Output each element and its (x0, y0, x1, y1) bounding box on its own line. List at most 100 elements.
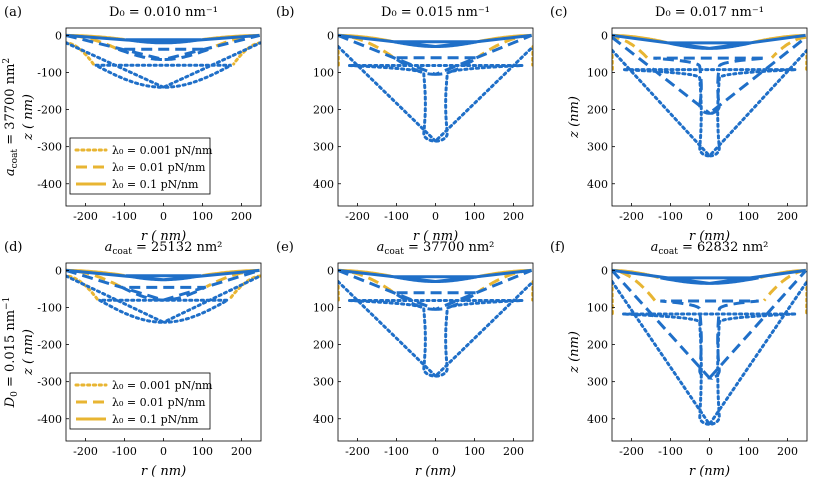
y-tick-label: 0 (327, 29, 334, 42)
x-tick-label: -200 (73, 210, 98, 223)
curve-dashed-blue (66, 268, 261, 302)
panel-d: -200 -100 0 100 200 0 -100 -200 -300 -400 r ( nm) z… (4, 240, 262, 479)
curve-dotted-blue (612, 280, 807, 426)
legend-label: λ₀ = 0.01 pN/nm (112, 396, 206, 409)
y-tick-label: 300 (587, 376, 608, 389)
curve-dotted-blue (338, 45, 533, 143)
x-tick-label: 100 (738, 445, 759, 458)
panel-c: -200 -100 0 100 200 0 100 200 300 400 r (nm) z (nm)… (550, 5, 808, 244)
x-tick-label: 100 (738, 210, 759, 223)
y-tick-label: -300 (37, 141, 62, 154)
x-tick-label: -200 (73, 445, 98, 458)
legend-label: λ₀ = 0.01 pN/nm (112, 161, 206, 174)
curve-dashed-blue (612, 269, 807, 380)
y-axis-label: z (nm) (567, 96, 582, 139)
curve-dotted-blue (612, 48, 807, 158)
curves (612, 33, 807, 158)
panels: -200 -100 0 100 200 0 -100 -200 -300 -400 r ( nm) z… (4, 5, 808, 479)
y-tick-label: 100 (587, 67, 608, 80)
axes-box (337, 27, 534, 207)
panel-title: acoat = 62832 nm² (651, 240, 769, 257)
x-tick-label: 200 (503, 210, 524, 223)
curve-dashed-blue (612, 36, 807, 115)
x-tick-label: 200 (231, 445, 252, 458)
curve-solid-blue (338, 33, 532, 48)
curve-solid-blue (612, 268, 807, 285)
x-axis-label: r ( nm) (141, 464, 186, 479)
panel-a: -200 -100 0 100 200 0 -100 -200 -300 -400 r ( nm) z… (4, 5, 262, 244)
y-axis-label: z ( nm) (21, 94, 36, 141)
legend: λ₀ = 0.001 pN/nm λ₀ = 0.01 pN/nm λ₀ = 0.1 … (69, 372, 213, 430)
curve-dotted-blue (338, 280, 533, 378)
y-tick-label: -400 (37, 178, 62, 191)
x-tick-label: 100 (192, 210, 213, 223)
x-tick-label: -100 (112, 445, 137, 458)
legend-label: λ₀ = 0.001 pN/nm (112, 379, 213, 392)
y-tick-label: 300 (313, 141, 334, 154)
y-tick-label: 100 (587, 302, 608, 315)
axes-box (611, 262, 808, 442)
x-axis-label: r ( nm) (141, 229, 186, 244)
legend-label: λ₀ = 0.1 pN/nm (112, 413, 199, 426)
panel-f: -200 -100 0 100 200 0 100 200 300 400 r (nm) z (nm)… (550, 240, 808, 479)
curve-solid-blue (338, 268, 532, 283)
y-tick-label: -100 (37, 67, 62, 80)
x-tick-label: 0 (160, 445, 167, 458)
x-axis-label: r ( nm) (413, 229, 458, 244)
y-axis-label: z ( nm) (21, 329, 36, 376)
x-tick-label: -200 (619, 210, 644, 223)
y-tick-label: 400 (587, 178, 608, 191)
curves (338, 268, 533, 378)
x-tick-label: 0 (160, 210, 167, 223)
curves (612, 268, 807, 426)
x-tick-label: -100 (112, 210, 137, 223)
y-tick-label: 200 (587, 104, 608, 117)
y-tick-label: -200 (37, 104, 62, 117)
curve-solid-blue (66, 268, 260, 282)
x-tick-label: 100 (464, 210, 485, 223)
y-tick-label: 0 (55, 264, 62, 277)
y-tick-label: 300 (587, 141, 608, 154)
panel-title: acoat = 25132 nm² (105, 240, 223, 257)
x-tick-label: -200 (345, 210, 370, 223)
x-tick-label: 100 (464, 445, 485, 458)
x-tick-label: -200 (345, 445, 370, 458)
panel-title: acoat = 37700 nm² (377, 240, 495, 257)
curve-dashed-blue (66, 33, 261, 61)
panel-label: (b) (276, 5, 294, 20)
curve-dashed-gold-left (612, 35, 649, 59)
x-axis-label: r (nm) (689, 464, 730, 479)
curve-dashed-gold-left (338, 33, 394, 59)
axes-box (337, 262, 534, 442)
x-tick-label: 200 (503, 445, 524, 458)
y-tick-label: -100 (37, 302, 62, 315)
x-tick-label: 0 (432, 210, 439, 223)
row-label-1: acoat = 37700 nm2 (2, 58, 20, 176)
legend: λ₀ = 0.001 pN/nm λ₀ = 0.01 pN/nm λ₀ = 0.1 … (69, 137, 213, 195)
panel-label: (d) (4, 240, 22, 255)
x-tick-label: -100 (658, 210, 683, 223)
panel-label: (e) (276, 240, 294, 255)
y-tick-label: 200 (313, 339, 334, 352)
y-tick-label: 400 (313, 413, 334, 426)
curves (66, 268, 261, 324)
y-tick-label: 400 (313, 178, 334, 191)
row-label-2: D0 = 0.015 nm−1 (2, 297, 20, 409)
x-tick-label: 200 (777, 210, 798, 223)
y-tick-label: 0 (55, 29, 62, 42)
y-tick-label: 0 (327, 264, 334, 277)
panel-title: D₀ = 0.017 nm⁻¹ (655, 5, 764, 20)
row-labels: acoat = 37700 nm2 D0 = 0.015 nm−1 (2, 58, 20, 408)
y-tick-label: 300 (313, 376, 334, 389)
axes-box (611, 27, 808, 207)
x-tick-label: 200 (777, 445, 798, 458)
x-tick-label: -100 (384, 445, 409, 458)
x-axis-label: r (nm) (415, 464, 456, 479)
curve-dashed-blue (338, 34, 533, 76)
x-tick-label: 0 (432, 445, 439, 458)
y-tick-label: 0 (601, 29, 608, 42)
legend-label: λ₀ = 0.001 pN/nm (112, 144, 213, 157)
panel-label: (f) (550, 240, 565, 255)
y-tick-label: 200 (313, 104, 334, 117)
curve-dashed-blue (338, 269, 533, 311)
